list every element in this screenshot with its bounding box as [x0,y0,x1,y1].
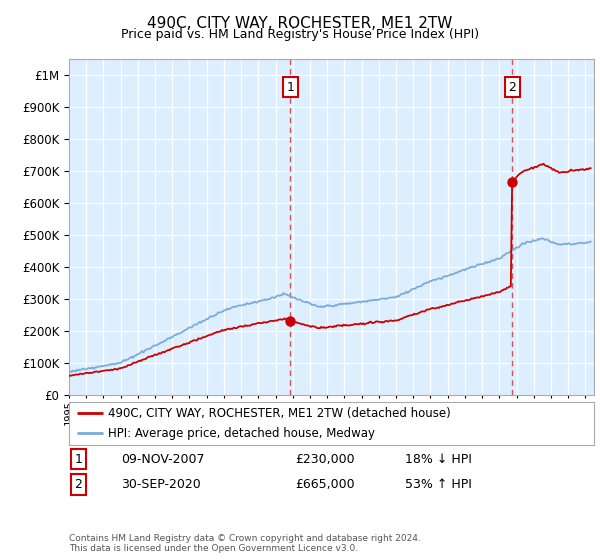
Text: 2: 2 [74,478,82,491]
Text: 490C, CITY WAY, ROCHESTER, ME1 2TW: 490C, CITY WAY, ROCHESTER, ME1 2TW [148,16,452,31]
Text: HPI: Average price, detached house, Medway: HPI: Average price, detached house, Medw… [109,427,376,440]
Text: 18% ↓ HPI: 18% ↓ HPI [405,452,472,466]
Text: £665,000: £665,000 [295,478,355,491]
Text: 30-SEP-2020: 30-SEP-2020 [121,478,201,491]
Text: 09-NOV-2007: 09-NOV-2007 [121,452,205,466]
Text: 1: 1 [74,452,82,466]
Text: 2: 2 [508,81,516,94]
Text: Contains HM Land Registry data © Crown copyright and database right 2024.
This d: Contains HM Land Registry data © Crown c… [69,534,421,553]
Text: £230,000: £230,000 [295,452,355,466]
Text: 490C, CITY WAY, ROCHESTER, ME1 2TW (detached house): 490C, CITY WAY, ROCHESTER, ME1 2TW (deta… [109,407,451,420]
Text: Price paid vs. HM Land Registry's House Price Index (HPI): Price paid vs. HM Land Registry's House … [121,28,479,41]
Text: 1: 1 [286,81,294,94]
Text: 53% ↑ HPI: 53% ↑ HPI [405,478,472,491]
